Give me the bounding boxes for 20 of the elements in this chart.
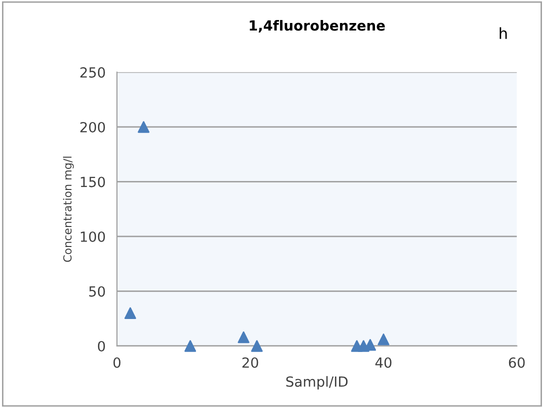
y-tick-label: 50 [89,286,105,297]
point [124,307,136,319]
text: h [500,27,507,39]
x-tick-label: 20 [242,357,258,368]
y-tick-label: 0 [98,340,105,352]
x-tick-label: 60 [508,357,525,368]
y-axis-title: Concentration mg/l [63,156,74,262]
y-tick-label: 200 [80,122,105,132]
point [238,331,250,344]
y-tick-label: 150 [80,176,105,188]
y-tick-label: 250 [80,67,105,78]
point [378,334,390,346]
x-axis-title: Sampl/ID [286,376,348,390]
point [251,340,263,352]
x-tick-label: 40 [375,357,392,368]
y-tick-label: 100 [80,231,105,242]
x-tick-label: 0 [113,357,120,368]
point [138,121,150,133]
chart-title: 1,4fluorobenzene [250,20,385,33]
point [184,340,196,352]
